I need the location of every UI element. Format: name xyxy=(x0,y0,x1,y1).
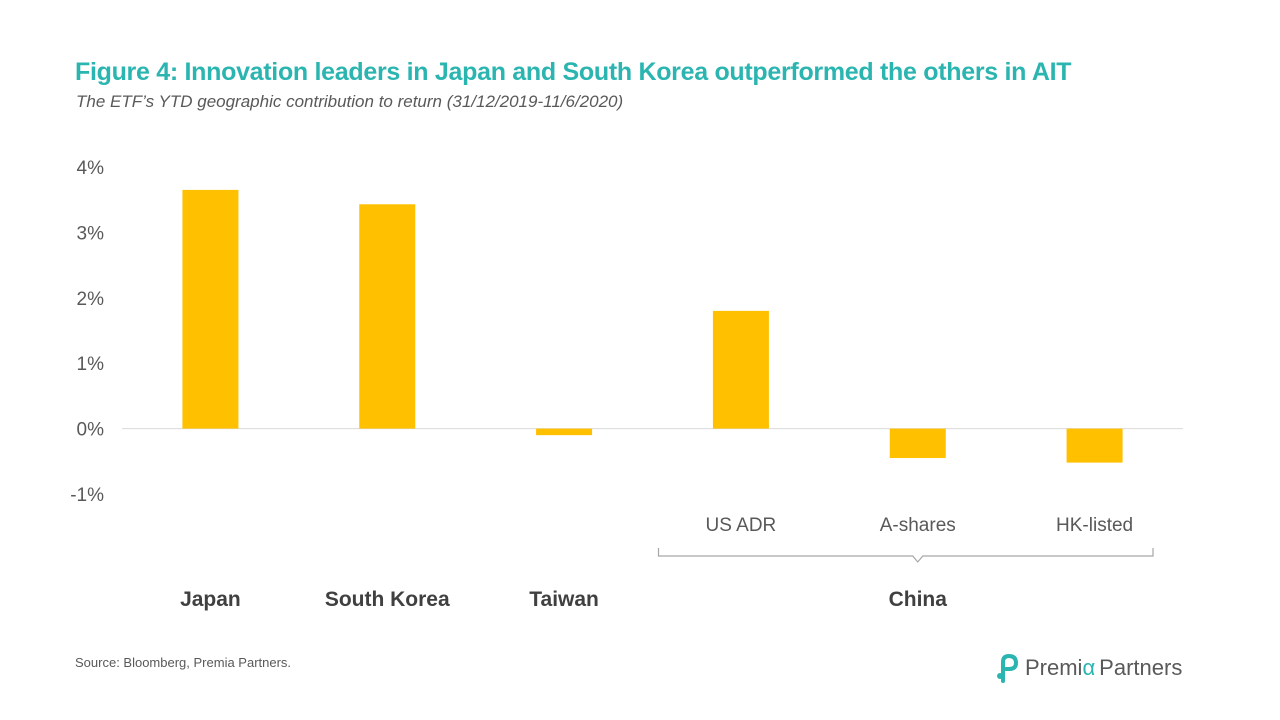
bar-us-adr xyxy=(712,310,769,429)
bar-a-shares xyxy=(889,428,946,459)
y-tick-label: 2% xyxy=(77,289,105,310)
y-tick-label: -1% xyxy=(70,485,104,506)
logo-text-partners: Partners xyxy=(1099,655,1183,680)
group-label: Japan xyxy=(180,588,241,611)
logo-text-alpha: α xyxy=(1082,655,1096,680)
chart-title: Figure 4: Innovation leaders in Japan an… xyxy=(75,58,1072,86)
logo-text-premia: Premi xyxy=(1025,655,1083,680)
y-tick-label: 3% xyxy=(77,223,105,244)
premia-logo-icon xyxy=(997,653,1019,683)
bar-taiwan xyxy=(536,428,593,436)
bar-hk-listed xyxy=(1066,428,1123,463)
y-tick-label: 0% xyxy=(77,420,105,441)
chart-subtitle: The ETF’s YTD geographic contribution to… xyxy=(76,92,624,111)
premia-partners-logo: Premi α Partners xyxy=(995,652,1182,684)
subcategory-label: US ADR xyxy=(706,515,777,536)
group-label: South Korea xyxy=(325,588,450,611)
subcategory-label: HK-listed xyxy=(1056,515,1133,536)
group-label: Taiwan xyxy=(529,588,599,611)
group-label: China xyxy=(889,588,948,611)
bar-south-korea xyxy=(359,204,416,429)
y-tick-label: 4% xyxy=(77,158,105,179)
subcategory-label: A-shares xyxy=(880,515,956,536)
bar-japan xyxy=(182,189,239,429)
group-bracket xyxy=(657,548,1154,563)
y-tick-label: 1% xyxy=(77,354,105,375)
source-note: Source: Bloomberg, Premia Partners. xyxy=(75,655,292,670)
